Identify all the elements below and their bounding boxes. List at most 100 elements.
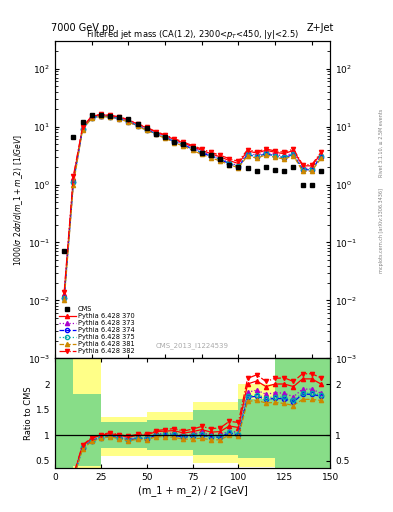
Line: Pythia 6.428 382: Pythia 6.428 382 (62, 112, 323, 294)
Pythia 6.428 373 (135, 122, 140, 129)
Pythia 6.428 381 (282, 156, 286, 162)
Pythia 6.428 373 (89, 114, 94, 120)
Pythia 6.428 382 (99, 111, 103, 117)
Pythia 6.428 373 (108, 113, 112, 119)
Pythia 6.428 375 (154, 131, 158, 137)
Y-axis label: Ratio to CMS: Ratio to CMS (24, 387, 33, 440)
Pythia 6.428 370 (209, 151, 213, 157)
CMS (245, 165, 250, 172)
Pythia 6.428 382 (144, 124, 149, 131)
Pythia 6.428 375 (89, 115, 94, 121)
CMS (108, 113, 112, 119)
Pythia 6.428 381 (254, 155, 259, 161)
CMS (309, 181, 314, 187)
Pythia 6.428 374 (62, 295, 66, 301)
Pythia 6.428 373 (199, 148, 204, 155)
Pythia 6.428 370 (319, 151, 323, 157)
CMS (172, 139, 176, 145)
Text: CMS_2013_I1224539: CMS_2013_I1224539 (156, 342, 229, 349)
Pythia 6.428 374 (291, 152, 296, 158)
Pythia 6.428 373 (126, 118, 131, 124)
Pythia 6.428 370 (190, 143, 195, 150)
Pythia 6.428 382 (126, 117, 131, 123)
Pythia 6.428 374 (163, 134, 167, 140)
Pythia 6.428 382 (282, 149, 286, 155)
Pythia 6.428 375 (218, 156, 222, 162)
Pythia 6.428 370 (291, 147, 296, 153)
Pythia 6.428 375 (62, 295, 66, 301)
Pythia 6.428 370 (282, 151, 286, 157)
Pythia 6.428 375 (300, 166, 305, 173)
Pythia 6.428 381 (80, 126, 85, 133)
Pythia 6.428 375 (254, 154, 259, 160)
Pythia 6.428 381 (300, 168, 305, 174)
Pythia 6.428 373 (264, 149, 268, 155)
Pythia 6.428 370 (163, 133, 167, 139)
Pythia 6.428 370 (89, 113, 94, 119)
Pythia 6.428 381 (218, 158, 222, 164)
Pythia 6.428 375 (190, 145, 195, 152)
Pythia 6.428 382 (309, 162, 314, 168)
Pythia 6.428 382 (209, 149, 213, 155)
Pythia 6.428 382 (254, 148, 259, 155)
Pythia 6.428 381 (135, 123, 140, 130)
Title: Filtered jet mass (CA(1.2), 2300<$p_T$<450, |y|<2.5): Filtered jet mass (CA(1.2), 2300<$p_T$<4… (86, 28, 299, 41)
Pythia 6.428 382 (300, 162, 305, 168)
CMS (163, 134, 167, 140)
Pythia 6.428 374 (300, 167, 305, 173)
Pythia 6.428 382 (80, 124, 85, 131)
CMS (144, 125, 149, 131)
Pythia 6.428 373 (245, 150, 250, 156)
Line: Pythia 6.428 373: Pythia 6.428 373 (62, 114, 323, 298)
CMS (300, 181, 305, 187)
Pythia 6.428 373 (163, 134, 167, 140)
CMS (117, 114, 121, 120)
Pythia 6.428 382 (71, 173, 76, 179)
Pythia 6.428 374 (80, 126, 85, 132)
CMS (80, 119, 85, 125)
Pythia 6.428 370 (135, 121, 140, 127)
Pythia 6.428 381 (71, 181, 76, 187)
Pythia 6.428 373 (99, 113, 103, 119)
Pythia 6.428 373 (218, 156, 222, 162)
Pythia 6.428 381 (190, 147, 195, 153)
Pythia 6.428 370 (71, 175, 76, 181)
CMS (218, 156, 222, 162)
Pythia 6.428 374 (144, 126, 149, 133)
Pythia 6.428 374 (154, 131, 158, 137)
Pythia 6.428 375 (245, 151, 250, 157)
Pythia 6.428 381 (181, 143, 186, 149)
CMS (89, 112, 94, 118)
Y-axis label: $1000/\sigma\ 2d\sigma/d(m\_1 + m\_2)\ [1/GeV]$: $1000/\sigma\ 2d\sigma/d(m\_1 + m\_2)\ [… (12, 134, 25, 266)
Pythia 6.428 381 (245, 153, 250, 159)
Pythia 6.428 374 (199, 150, 204, 156)
Pythia 6.428 370 (181, 140, 186, 146)
Pythia 6.428 375 (80, 126, 85, 132)
Pythia 6.428 381 (319, 155, 323, 161)
Pythia 6.428 373 (144, 126, 149, 132)
CMS (227, 162, 231, 168)
Pythia 6.428 373 (71, 177, 76, 183)
Pythia 6.428 373 (300, 165, 305, 172)
Pythia 6.428 370 (144, 125, 149, 131)
Pythia 6.428 375 (273, 153, 277, 159)
Pythia 6.428 370 (80, 125, 85, 131)
Pythia 6.428 374 (71, 179, 76, 185)
Pythia 6.428 375 (319, 154, 323, 160)
Pythia 6.428 381 (62, 297, 66, 304)
Pythia 6.428 370 (126, 117, 131, 123)
Pythia 6.428 381 (172, 139, 176, 145)
Pythia 6.428 381 (264, 152, 268, 158)
Pythia 6.428 374 (209, 153, 213, 159)
Pythia 6.428 370 (273, 149, 277, 155)
Pythia 6.428 381 (117, 116, 121, 122)
Pythia 6.428 370 (199, 147, 204, 153)
Pythia 6.428 382 (135, 121, 140, 127)
Pythia 6.428 373 (273, 152, 277, 158)
Pythia 6.428 370 (154, 129, 158, 135)
Line: Pythia 6.428 375: Pythia 6.428 375 (62, 114, 323, 300)
Pythia 6.428 382 (172, 136, 176, 142)
Pythia 6.428 382 (227, 156, 231, 162)
CMS (99, 112, 103, 118)
Line: Pythia 6.428 370: Pythia 6.428 370 (62, 113, 323, 296)
